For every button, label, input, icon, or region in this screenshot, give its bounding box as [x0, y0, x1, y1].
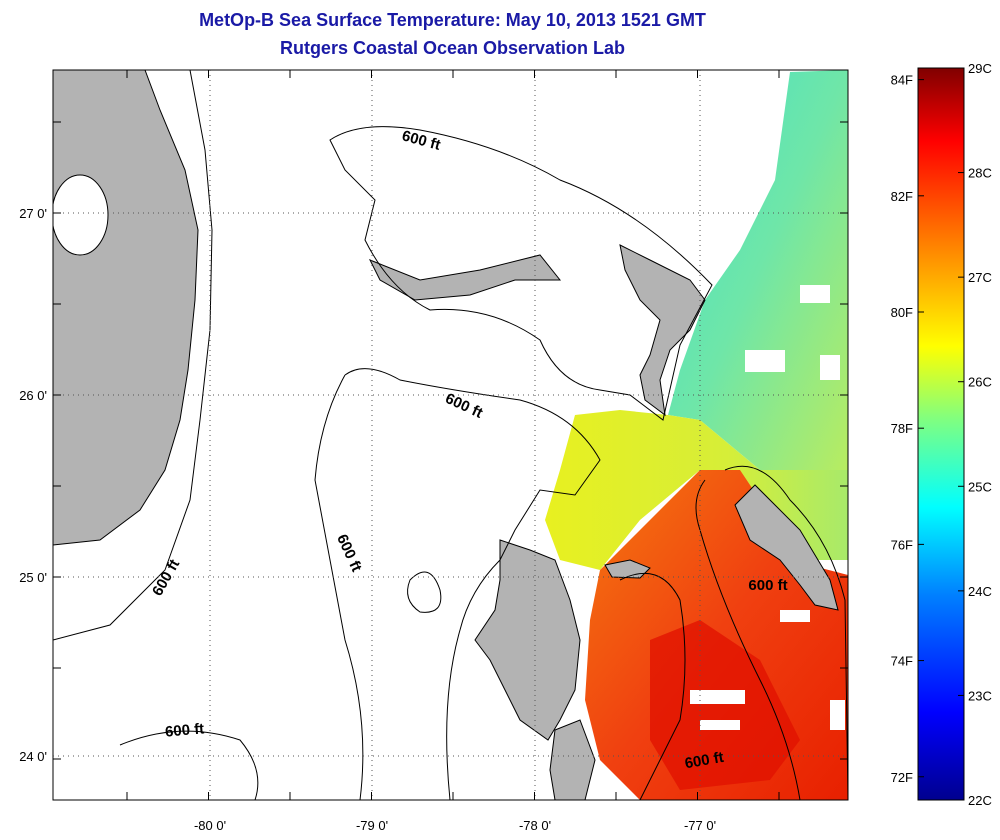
600ft-contours: [53, 70, 848, 800]
colorbar-fahrenheit-label: 82F: [891, 189, 913, 204]
y-tick-label: 26 0': [19, 388, 47, 403]
contour-label-600ft: 600 ft: [164, 720, 205, 740]
colorbar-celsius-label: 27C: [968, 270, 992, 285]
abaco-island: [619, 244, 706, 417]
x-tick-label: -79 0': [356, 818, 388, 833]
florida-lake-okeechobee: [53, 174, 109, 256]
contour-label-600ft: 600 ft: [748, 577, 787, 594]
colorbar-celsius-label: 29C: [968, 61, 992, 76]
colorbar: [917, 67, 965, 801]
colorbar-celsius-label: 22C: [968, 793, 992, 808]
colorbar-fahrenheit-label: 78F: [891, 421, 913, 436]
colorbar-fahrenheit-label: 72F: [891, 770, 913, 785]
colorbar-celsius-label: 28C: [968, 166, 992, 181]
florida-land: [53, 70, 199, 546]
axis-labels: -80 0' -79 0' -78 0' -77 0' 27 0' 26 0' 25 0' 2…: [19, 206, 716, 833]
y-tick-label: 25 0': [19, 570, 47, 585]
graticule: [53, 70, 848, 800]
contour-label-600ft: 600 ft: [149, 557, 183, 599]
map-frame: [52, 69, 849, 801]
great-bahama-bank-island: [368, 254, 562, 301]
cloud-gaps: [690, 285, 845, 730]
colorbar-celsius-label: 23C: [968, 688, 992, 703]
x-tick-label: -80 0': [194, 818, 226, 833]
y-tick-label: 27 0': [19, 206, 47, 221]
x-tick-label: -78 0': [519, 818, 551, 833]
contour-label-600ft: 600 ft: [333, 532, 365, 575]
sst-warm-north: [668, 70, 848, 470]
colorbar-fahrenheit-label: 80F: [891, 305, 913, 320]
sst-hot-core: [650, 620, 800, 790]
map-subtitle: Rutgers Coastal Ocean Observation Lab: [279, 38, 626, 58]
contour-label-600ft: 600 ft: [683, 749, 725, 773]
frame-ticks: [53, 70, 848, 800]
colorbar-celsius-label: 26C: [968, 375, 992, 390]
andros-south: [549, 719, 596, 800]
y-tick-label: 24 0': [19, 749, 47, 764]
colorbar-celsius-label: 24C: [968, 584, 992, 599]
colorbar-celsius-label: 25C: [968, 479, 992, 494]
x-tick-label: -77 0': [684, 818, 716, 833]
colorbar-labels: 29C 28C 27C 26C 25C 24C 23C 22C 84F 82F 80F 78F 76F 7…: [891, 61, 992, 808]
map-title: MetOp-B Sea Surface Temperature: May 10,…: [199, 10, 706, 30]
colorbar-fahrenheit-label: 74F: [891, 654, 913, 669]
andros-island: [474, 539, 581, 741]
contour-label-600ft: 600 ft: [400, 127, 442, 154]
colorbar-fahrenheit-label: 76F: [891, 537, 913, 552]
colorbar-fahrenheit-label: 84F: [891, 73, 913, 88]
eleuthera-island: [734, 484, 839, 611]
